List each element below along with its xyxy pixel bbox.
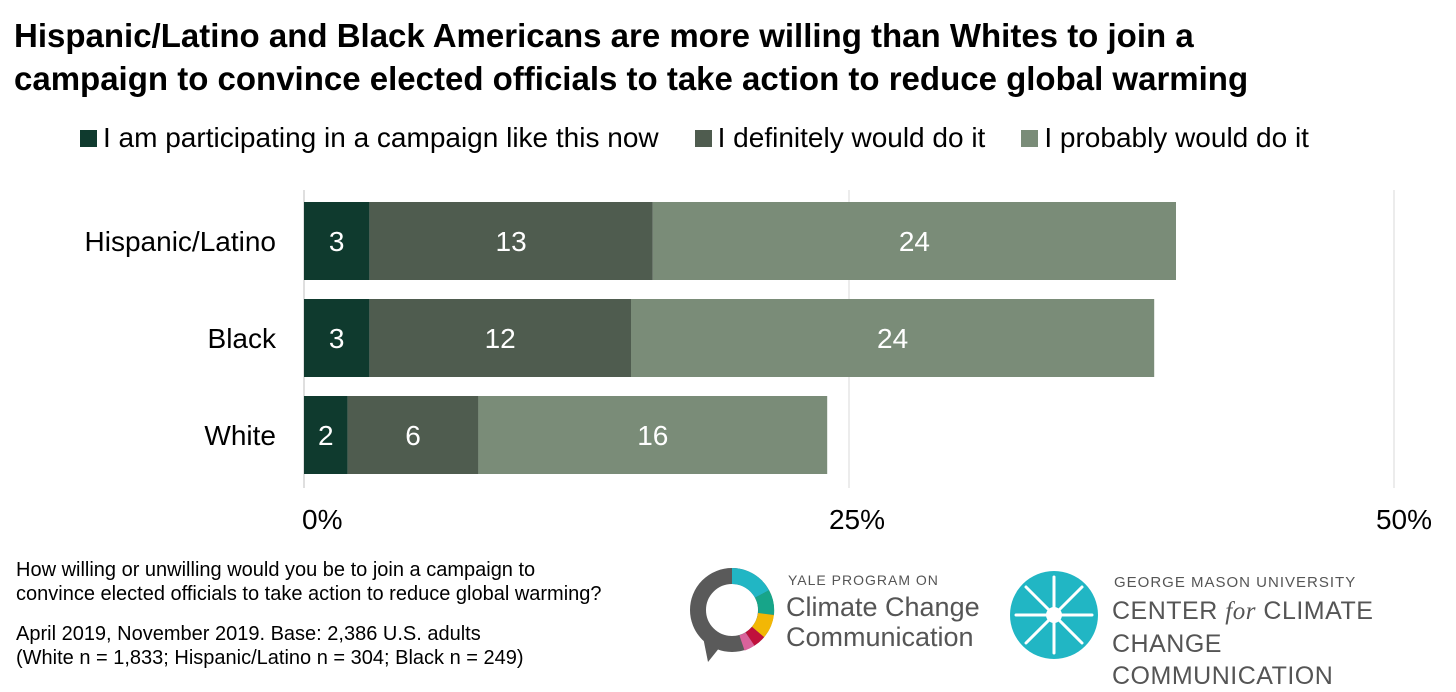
bar-1-1 bbox=[369, 299, 631, 377]
data-label-2-2: 16 bbox=[637, 420, 668, 451]
legend-label-probably: I probably would do it bbox=[1044, 122, 1309, 153]
gmu-center-name-line-1: CENTER for CLIMATE CHANGE bbox=[1112, 595, 1446, 660]
x-tick-label-50: 50% bbox=[1376, 504, 1432, 535]
category-label-1: Black bbox=[208, 323, 277, 354]
gmu-for-word: for bbox=[1225, 598, 1256, 625]
data-label-0-1: 13 bbox=[496, 226, 527, 257]
bar-0-1 bbox=[369, 202, 653, 280]
yale-program-name: Climate Change Communication bbox=[786, 592, 980, 652]
stacked-bar-chart: Hispanic/Latino 3 13 24 Black 3 12 24 White 2 6 16 0… bbox=[85, 190, 1432, 535]
survey-question: How willing or unwilling would you be to… bbox=[16, 558, 696, 606]
gmu-center-name: CENTER for CLIMATE CHANGE COMMUNICATION bbox=[1112, 595, 1446, 692]
gmu-climate-logo: GEORGE MASON UNIVERSITY CENTER for CLIMA… bbox=[1006, 565, 1446, 690]
gmu-center-word: CENTER bbox=[1112, 597, 1218, 625]
legend-swatch-participating bbox=[80, 129, 97, 147]
survey-base-line-1: April 2019, November 2019. Base: 2,386 U… bbox=[16, 623, 481, 645]
data-label-1-0: 3 bbox=[329, 323, 345, 354]
survey-base-line-2: (White n = 1,833; Hispanic/Latino n = 30… bbox=[16, 647, 524, 669]
survey-question-line-2: convince elected officials to take actio… bbox=[16, 583, 602, 605]
bar-2-2 bbox=[478, 396, 828, 474]
data-label-2-0: 2 bbox=[318, 420, 334, 451]
bar-2-0 bbox=[304, 396, 348, 474]
gmu-starburst-icon bbox=[1010, 571, 1098, 659]
chart-legend: I am participating in a campaign like th… bbox=[80, 122, 1309, 154]
x-tick-label-0: 0% bbox=[302, 504, 342, 535]
legend-label-definitely: I definitely would do it bbox=[717, 122, 986, 153]
bar-0-0 bbox=[304, 202, 370, 280]
legend-label-participating: I am participating in a campaign like th… bbox=[103, 122, 659, 153]
legend-item-participating: I am participating in a campaign like th… bbox=[80, 122, 659, 154]
gmu-climate-change-words: CLIMATE CHANGE bbox=[1112, 597, 1374, 658]
category-label-2: White bbox=[204, 420, 276, 451]
survey-base: April 2019, November 2019. Base: 2,386 U… bbox=[16, 622, 696, 670]
chart-title-line-1: Hispanic/Latino and Black Americans are … bbox=[14, 17, 1194, 54]
data-label-0-2: 24 bbox=[899, 226, 930, 257]
yale-program-name-line-1: Climate Change bbox=[786, 592, 980, 622]
legend-swatch-probably bbox=[1021, 129, 1039, 147]
x-tick-label-25: 25% bbox=[829, 504, 885, 535]
chart-title: Hispanic/Latino and Black Americans are … bbox=[14, 14, 1434, 100]
yale-program-label: YALE PROGRAM ON bbox=[788, 572, 939, 588]
bar-2-1 bbox=[347, 396, 479, 474]
gmu-center-name-line-2: COMMUNICATION bbox=[1112, 662, 1334, 690]
legend-item-definitely: I definitely would do it bbox=[694, 122, 986, 154]
yale-speech-ring-icon bbox=[690, 568, 775, 662]
data-label-1-1: 12 bbox=[485, 323, 516, 354]
gmu-university-label: GEORGE MASON UNIVERSITY bbox=[1114, 574, 1357, 591]
yale-program-name-line-2: Communication bbox=[786, 622, 974, 652]
category-label-0: Hispanic/Latino bbox=[85, 226, 276, 257]
data-label-0-0: 3 bbox=[329, 226, 345, 257]
bar-1-0 bbox=[304, 299, 370, 377]
bar-1-2 bbox=[631, 299, 1155, 377]
legend-swatch-definitely bbox=[694, 129, 712, 147]
data-label-2-1: 6 bbox=[405, 420, 421, 451]
yale-climate-logo: YALE PROGRAM ON Climate Change Communica… bbox=[684, 562, 994, 666]
chart-title-line-2: campaign to convince elected officials t… bbox=[14, 60, 1249, 97]
survey-question-line-1: How willing or unwilling would you be to… bbox=[16, 559, 536, 581]
bar-0-2 bbox=[652, 202, 1176, 280]
data-label-1-2: 24 bbox=[877, 323, 908, 354]
legend-item-probably: I probably would do it bbox=[1021, 122, 1309, 154]
